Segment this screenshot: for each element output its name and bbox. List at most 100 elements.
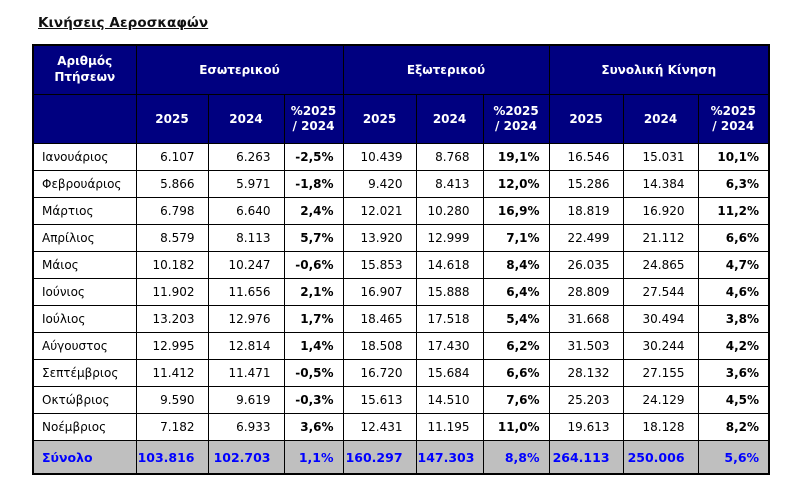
percent-cell: -0,5% [283, 359, 344, 387]
percent-cell: 11,0% [482, 413, 550, 441]
value-cell: 12.431 [342, 413, 417, 441]
value-cell: 11.412 [135, 359, 209, 387]
value-cell: 5.866 [135, 170, 209, 198]
percent-cell: -2,5% [283, 143, 344, 171]
pct-header-line2: / 2024 [712, 119, 755, 133]
header-group-row: Αριθμός Πτήσεων Εσωτερικού Εξωτερικού Συ… [32, 44, 770, 95]
header-sub-row: 2025 2024 %2025 / 2024 2025 2024 %2025 /… [32, 94, 770, 144]
percent-cell: 3,6% [697, 359, 770, 387]
value-cell: 16.907 [342, 278, 417, 306]
total-percent-cell: 8,8% [482, 440, 550, 475]
percent-cell: 4,2% [697, 332, 770, 360]
total-percent-cell: 1,1% [283, 440, 344, 475]
pct-header-line2: / 2024 [292, 119, 335, 133]
pct-header-line1: %2025 [710, 104, 756, 118]
percent-cell: 11,2% [697, 197, 770, 225]
percent-cell: 6,6% [697, 224, 770, 252]
value-cell: 10.247 [207, 251, 285, 279]
value-cell: 30.244 [622, 332, 699, 360]
value-cell: 15.853 [342, 251, 417, 279]
table-row: Φεβρουάριος 5.866 5.971 -1,8% 9.420 8.413 12,0… [32, 170, 770, 198]
total-row: Σύνολο 103.816 102.703 1,1% 160.297 147.… [32, 440, 770, 475]
percent-cell: 5,4% [482, 305, 550, 333]
value-cell: 15.286 [548, 170, 624, 198]
value-cell: 9.590 [135, 386, 209, 414]
value-cell: 13.203 [135, 305, 209, 333]
month-cell: Απρίλιος [32, 224, 137, 252]
value-cell: 5.971 [207, 170, 285, 198]
percent-cell: 8,2% [697, 413, 770, 441]
percent-cell: 19,1% [482, 143, 550, 171]
percent-cell: 1,7% [283, 305, 344, 333]
table-row: Σεπτέμβριος 11.412 11.471 -0,5% 16.720 15.684… [32, 359, 770, 387]
corner-header: Αριθμός Πτήσεων [32, 44, 137, 95]
value-cell: 15.031 [622, 143, 699, 171]
value-cell: 14.510 [415, 386, 484, 414]
value-cell: 28.132 [548, 359, 624, 387]
year-2024-header: 2024 [415, 94, 484, 144]
pct-header: %2025 / 2024 [283, 94, 344, 144]
value-cell: 12.976 [207, 305, 285, 333]
value-cell: 19.613 [548, 413, 624, 441]
value-cell: 13.920 [342, 224, 417, 252]
page-title: Κινήσεις Αεροσκαφών [38, 15, 209, 31]
value-cell: 15.888 [415, 278, 484, 306]
pct-header: %2025 / 2024 [697, 94, 770, 144]
percent-cell: -1,8% [283, 170, 344, 198]
percent-cell: 2,1% [283, 278, 344, 306]
value-cell: 8.579 [135, 224, 209, 252]
table-footer: Σύνολο 103.816 102.703 1,1% 160.297 147.… [32, 440, 770, 475]
table-row: Απρίλιος 8.579 8.113 5,7% 13.920 12.999 7,1% 22… [32, 224, 770, 252]
percent-cell: 6,6% [482, 359, 550, 387]
value-cell: 18.819 [548, 197, 624, 225]
value-cell: 16.546 [548, 143, 624, 171]
table-row: Μάιος 10.182 10.247 -0,6% 15.853 14.618 8,4% 26… [32, 251, 770, 279]
value-cell: 26.035 [548, 251, 624, 279]
value-cell: 12.999 [415, 224, 484, 252]
value-cell: 10.182 [135, 251, 209, 279]
table-row: Μάρτιος 6.798 6.640 2,4% 12.021 10.280 16,9% 18… [32, 197, 770, 225]
month-cell: Ιανουάριος [32, 143, 137, 171]
value-cell: 9.619 [207, 386, 285, 414]
percent-cell: 6,2% [482, 332, 550, 360]
table-row: Ιούλιος 13.203 12.976 1,7% 18.465 17.518 5,4% 3… [32, 305, 770, 333]
pct-header: %2025 / 2024 [482, 94, 550, 144]
value-cell: 8.413 [415, 170, 484, 198]
table-row: Αύγουστος 12.995 12.814 1,4% 18.508 17.430 6,2… [32, 332, 770, 360]
pct-header-line2: / 2024 [495, 119, 537, 133]
month-cell: Οκτώβριος [32, 386, 137, 414]
value-cell: 10.439 [342, 143, 417, 171]
total-value-cell: 250.006 [622, 440, 699, 475]
value-cell: 17.518 [415, 305, 484, 333]
group-header-international: Εξωτερικού [342, 44, 550, 95]
percent-cell: 6,4% [482, 278, 550, 306]
percent-cell: 4,7% [697, 251, 770, 279]
value-cell: 15.684 [415, 359, 484, 387]
table-row: Ιούνιος 11.902 11.656 2,1% 16.907 15.888 6,4% 2… [32, 278, 770, 306]
total-value-cell: 103.816 [135, 440, 209, 475]
value-cell: 16.920 [622, 197, 699, 225]
value-cell: 12.814 [207, 332, 285, 360]
value-cell: 18.128 [622, 413, 699, 441]
year-2024-header: 2024 [622, 94, 699, 144]
table-row: Οκτώβριος 9.590 9.619 -0,3% 15.613 14.510 7,6%… [32, 386, 770, 414]
value-cell: 14.618 [415, 251, 484, 279]
month-cell: Φεβρουάριος [32, 170, 137, 198]
percent-cell: 5,7% [283, 224, 344, 252]
value-cell: 17.430 [415, 332, 484, 360]
percent-cell: -0,3% [283, 386, 344, 414]
total-label: Σύνολο [32, 440, 137, 475]
pct-header-line1: %2025 [493, 104, 539, 118]
value-cell: 6.933 [207, 413, 285, 441]
year-2025-header: 2025 [135, 94, 209, 144]
percent-cell: 8,4% [482, 251, 550, 279]
value-cell: 31.668 [548, 305, 624, 333]
percent-cell: -0,6% [283, 251, 344, 279]
table-body: Ιανουάριος 6.107 6.263 -2,5% 10.439 8.768 19,1… [32, 143, 770, 441]
total-value-cell: 264.113 [548, 440, 624, 475]
pct-header-line1: %2025 [290, 104, 337, 118]
group-header-domestic: Εσωτερικού [135, 44, 344, 95]
corner-empty-cell [32, 94, 137, 144]
value-cell: 6.640 [207, 197, 285, 225]
